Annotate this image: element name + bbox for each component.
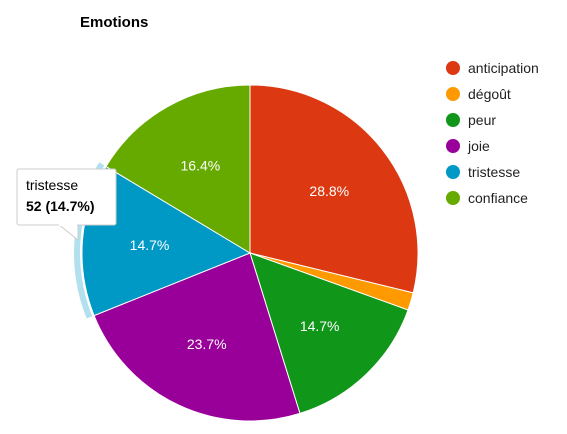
highlight-ring-tristesse xyxy=(73,162,105,319)
legend-label-tristesse[interactable]: tristesse xyxy=(468,164,520,180)
tooltip-pointer-join xyxy=(59,223,77,226)
pie-slice-confiance[interactable] xyxy=(105,84,251,254)
tooltip-value: 52 (14.7%) xyxy=(26,198,94,214)
legend-marker-confiance xyxy=(446,191,460,205)
legend-marker-joie xyxy=(446,139,460,153)
pie-slice-peur[interactable] xyxy=(249,252,409,415)
legend-label-confiance[interactable]: confiance xyxy=(468,190,528,206)
tooltip: tristesse 52 (14.7%) xyxy=(16,168,117,242)
pie-slice-anticipation[interactable] xyxy=(249,84,419,294)
slice-label-tristesse: 14.7% xyxy=(130,237,170,253)
slice-label-anticipation: 28.8% xyxy=(309,183,349,199)
legend: anticipation dégoût peur joie tristesse confi… xyxy=(446,60,539,206)
slice-label-peur: 14.7% xyxy=(300,318,340,334)
legend-label-anticipation[interactable]: anticipation xyxy=(468,60,539,76)
legend-marker-tristesse xyxy=(446,165,460,179)
slice-label-joie: 23.7% xyxy=(187,336,227,352)
legend-marker-anticipation xyxy=(446,61,460,75)
legend-label-peur[interactable]: peur xyxy=(468,112,496,128)
chart-title: Emotions xyxy=(80,14,149,31)
tooltip-pointer xyxy=(56,223,79,242)
legend-label-degout[interactable]: dégoût xyxy=(468,86,511,102)
tooltip-label: tristesse xyxy=(26,177,78,193)
legend-marker-peur xyxy=(446,113,460,127)
legend-marker-degout xyxy=(446,87,460,101)
legend-label-joie[interactable]: joie xyxy=(467,138,490,154)
slice-label-confiance: 16.4% xyxy=(181,157,221,173)
